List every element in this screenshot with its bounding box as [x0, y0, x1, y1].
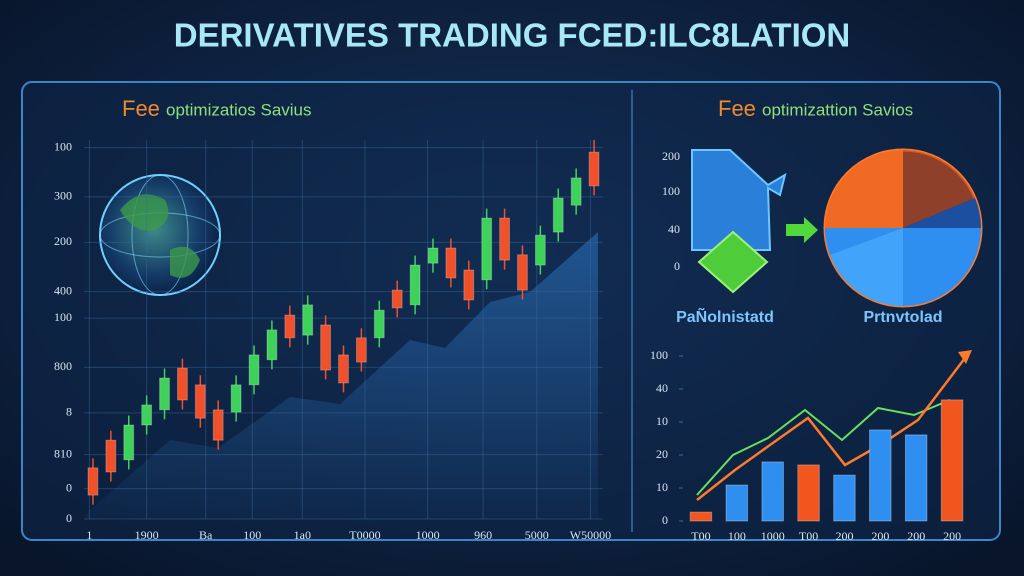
candle-body	[373, 309, 385, 339]
x-tick-label: 100	[728, 529, 746, 543]
bar	[797, 464, 820, 522]
x-tick-label: 960	[474, 528, 492, 542]
y-tick-label: 200	[54, 234, 72, 248]
y-tick-label: 20	[656, 447, 668, 461]
candle-body	[409, 264, 421, 306]
candle-body	[320, 324, 332, 371]
candle-body	[481, 217, 493, 281]
candle-body	[284, 314, 296, 339]
candle-body	[302, 304, 314, 336]
arrow-head	[958, 350, 972, 364]
candle-body	[534, 234, 546, 266]
pie-gauge	[823, 148, 983, 308]
bar	[833, 474, 856, 522]
candle-body	[463, 269, 475, 301]
candle-body	[499, 217, 510, 261]
candle-body	[445, 247, 457, 279]
candle-body	[212, 409, 224, 441]
x-tick-label: T00	[691, 529, 710, 543]
y-tick-label: 40	[656, 381, 668, 395]
x-tick-label: 1a0	[294, 528, 311, 542]
candle-body	[517, 254, 528, 291]
x-tick-label: 1900	[135, 528, 159, 542]
candle-body	[194, 384, 206, 419]
left-label: PaÑolnistatd	[676, 306, 774, 326]
bar	[869, 429, 892, 522]
globe	[99, 174, 221, 296]
bar-trend-orange	[696, 357, 966, 501]
left-title-lead: Fee	[122, 96, 160, 121]
x-tick-label: W50000	[570, 528, 611, 542]
candle-body	[248, 354, 260, 386]
green-arrow	[786, 217, 818, 243]
candle-body	[177, 367, 188, 401]
diagram-tick: 200	[662, 149, 680, 163]
candle-body	[552, 197, 564, 233]
left-title-rest: optimizatios Savius	[166, 100, 312, 119]
x-tick-label: 200	[943, 529, 961, 543]
y-tick-label: 100	[54, 310, 72, 324]
bar	[725, 484, 749, 522]
bar	[904, 434, 928, 522]
diagram-tick: 40	[668, 222, 680, 236]
x-tick-label: 100	[243, 528, 261, 542]
bar-trend-green	[696, 399, 951, 496]
diagram-tick: 0	[674, 259, 680, 273]
candle-body	[87, 467, 99, 496]
x-tick-label: T0000	[349, 528, 380, 542]
bar	[761, 461, 784, 522]
bar	[940, 399, 964, 522]
y-tick-label: 0	[66, 480, 72, 494]
y-tick-label: 0	[66, 511, 72, 525]
main-title: DERIVATIVES TRADING FCED:ILC8LATION	[174, 17, 851, 54]
x-tick-label: 200	[907, 529, 925, 543]
y-tick-label: 100	[650, 348, 668, 362]
candle-body	[230, 384, 242, 413]
candle-body	[570, 177, 582, 206]
bar	[689, 511, 713, 522]
y-tick-label: 10	[656, 414, 668, 428]
x-tick-label: Ba	[199, 528, 213, 542]
candle-body	[141, 404, 153, 426]
candle-body	[105, 439, 117, 473]
y-tick-label: 300	[54, 189, 72, 203]
candle-body	[266, 329, 278, 361]
x-tick-label: 200	[835, 529, 853, 543]
green-diamond	[697, 230, 769, 294]
x-tick-label: 1	[86, 528, 92, 542]
candle-body	[391, 289, 403, 309]
x-tick-label: T00	[799, 529, 818, 543]
y-tick-label: 100	[54, 139, 72, 153]
y-tick-label: 800	[54, 359, 72, 373]
y-tick-label: 10	[656, 480, 668, 494]
y-tick-label: 8	[66, 405, 72, 419]
candle-body	[355, 337, 367, 363]
candle-body	[427, 247, 439, 264]
x-tick-label: 200	[871, 529, 889, 543]
trend-area	[84, 232, 598, 519]
right-label: Prtnvtolad	[863, 309, 942, 326]
right-title-rest: optimizattion Savios	[762, 100, 913, 119]
y-tick-label: 400	[54, 283, 72, 297]
y-tick-label: 810	[54, 446, 72, 460]
candle-body	[159, 377, 170, 411]
right-title-lead: Fee	[718, 96, 756, 121]
candle-body	[588, 151, 600, 187]
y-tick-label: 0	[662, 513, 668, 527]
x-tick-label: 5000	[525, 528, 549, 542]
x-tick-label: 1000	[416, 528, 440, 542]
candle-body	[338, 354, 349, 384]
candle-body	[123, 424, 135, 461]
diagram-tick: 100	[662, 184, 680, 198]
x-tick-label: 1000	[761, 529, 785, 543]
